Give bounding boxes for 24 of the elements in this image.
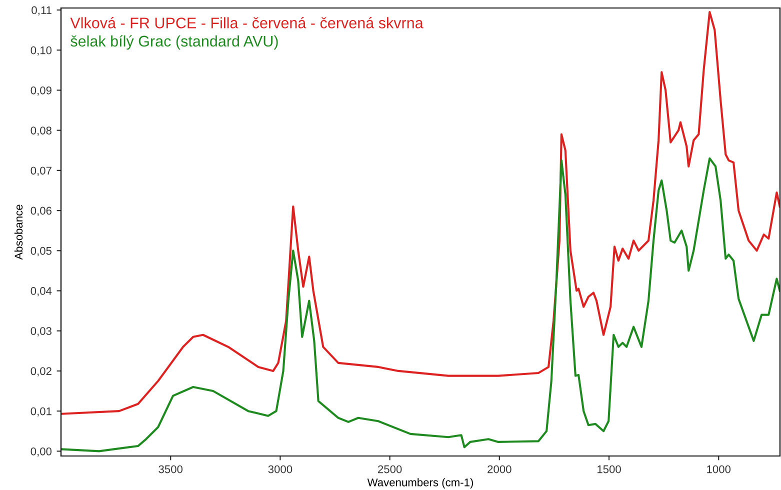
y-axis-title: Absobance (14, 204, 23, 260)
x-tick-label: 3000 (268, 465, 292, 474)
y-tick-label: 0,00 (30, 447, 52, 457)
y-tick-label: 0,01 (30, 407, 52, 417)
x-tick-label: 2500 (378, 465, 402, 474)
y-tick-label: 0,04 (30, 287, 52, 296)
y-tick-label: 0,06 (30, 206, 52, 216)
line-series (61, 10, 780, 415)
y-tick-label: 0,02 (30, 367, 52, 376)
line-series (61, 157, 780, 452)
y-tick-label: 0,07 (30, 166, 52, 176)
x-tick-label: 3500 (158, 465, 183, 474)
text: Vlková - FR UPCE - Filla - červená - červená skvrna (70, 16, 424, 28)
x-axis-title: Wavenumbers (cm-1) (367, 478, 474, 489)
y-tick-label: 0,10 (30, 46, 52, 56)
x-tick-label: 1500 (598, 465, 621, 474)
y-tick-label: 0,11 (32, 6, 52, 16)
text: šelak bílý Grac (standard AVU) (70, 35, 278, 50)
y-tick-label: 0,05 (30, 246, 52, 256)
y-tick-label: 0,03 (30, 327, 52, 336)
y-tick-label: 0,08 (30, 126, 52, 136)
y-tick-label: 0,09 (30, 86, 52, 96)
x-tick-label: 1000 (707, 465, 731, 474)
x-tick-label: 2000 (488, 465, 512, 474)
